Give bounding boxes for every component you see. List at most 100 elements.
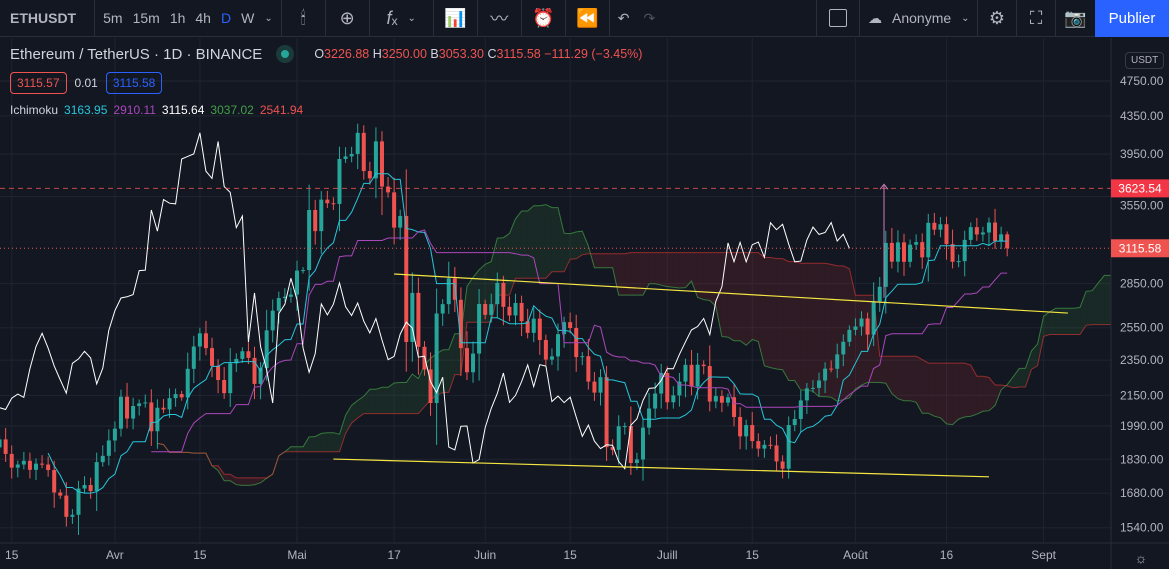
ichimoku-cloud — [910, 356, 917, 403]
candle-body — [701, 364, 706, 367]
ichimoku-cloud — [388, 383, 395, 414]
candle-body — [179, 394, 184, 398]
ichimoku-cloud — [655, 252, 662, 286]
layout-button[interactable] — [816, 0, 860, 37]
ichimoku-cloud — [357, 396, 364, 418]
price-label-bg — [1111, 179, 1169, 198]
compare-button[interactable]: 〰 — [478, 0, 522, 37]
ichimoku-cloud — [509, 218, 516, 296]
chikou-value: 3115.64 — [161, 103, 205, 117]
x-tick-label: Mai — [287, 548, 306, 562]
ichimoku-cloud — [831, 264, 838, 402]
candle-body — [398, 215, 403, 228]
ichimoku-cloud — [1037, 316, 1044, 366]
ichimoku-cloud — [309, 436, 316, 452]
sell-button[interactable]: 3115.57 — [10, 72, 67, 94]
ichimoku-cloud — [916, 356, 923, 414]
interval-5m[interactable]: 5m — [103, 10, 123, 26]
replay-button[interactable]: ⏪ — [566, 0, 610, 37]
alert-icon: ⏰ — [531, 7, 555, 28]
ichimoku-cloud — [230, 474, 237, 485]
ichimoku-cloud — [885, 356, 892, 394]
candle-body — [331, 203, 336, 205]
redo-icon[interactable]: ↷ — [643, 9, 656, 26]
interval-1h[interactable]: 1h — [169, 10, 186, 26]
ichimoku-cloud — [1055, 308, 1062, 335]
y-tick-label: 1990.00 — [1120, 419, 1164, 433]
ichimoku-cloud — [904, 356, 911, 401]
price-chart[interactable]: 5750.004750.004350.003950.003550.002850.… — [0, 38, 1169, 569]
ichimoku-cloud — [879, 356, 886, 384]
candle-body — [695, 364, 700, 387]
ichimoku-cloud — [515, 210, 522, 279]
candle-body — [999, 234, 1004, 242]
candle-body — [780, 461, 785, 469]
settings-button[interactable]: ⚙ — [978, 0, 1017, 37]
ichimoku-cloud — [624, 252, 631, 296]
indicators-button[interactable]: fₓ ⌄ — [370, 0, 434, 37]
ichimoku-cloud — [582, 231, 589, 255]
publish-button[interactable]: Publier — [1095, 0, 1169, 37]
add-button[interactable]: ⊕ — [326, 0, 370, 37]
y-tick-label: 2550.00 — [1120, 321, 1164, 335]
candles-icon: 🕯 — [300, 7, 306, 28]
ichimoku-cloud — [576, 231, 583, 259]
add-icon: ⊕ — [339, 7, 355, 28]
fullscreen-button[interactable]: ⛶ — [1017, 0, 1056, 37]
ichimoku-cloud — [600, 253, 607, 268]
ichimoku-cloud — [758, 252, 765, 366]
symbol-title: Ethereum / TetherUS · 1D · BINANCE — [10, 45, 263, 63]
ichimoku-cloud — [891, 356, 898, 399]
x-tick-label: Juill — [657, 548, 678, 562]
candle-body — [889, 242, 894, 262]
ichimoku-cloud — [1031, 344, 1038, 370]
candle-body — [21, 460, 26, 465]
sun-icon: ☼ — [1135, 550, 1148, 566]
chevron-down-icon[interactable]: ⌄ — [264, 12, 273, 24]
y-tick-label: 1680.00 — [1120, 486, 1164, 500]
ichimoku-cloud — [297, 446, 304, 452]
ichimoku-cloud — [375, 387, 382, 414]
candle-body — [628, 426, 633, 463]
candle-body — [361, 132, 366, 172]
candle-body — [173, 394, 178, 399]
candle-body — [185, 368, 190, 398]
ichimoku-cloud — [727, 252, 735, 341]
interval-15m[interactable]: 15m — [132, 10, 160, 26]
account-button[interactable]: ☁ Anonyme ⌄ — [860, 0, 978, 37]
alert-button[interactable]: ⏰ — [522, 0, 566, 37]
candle-body — [501, 282, 506, 307]
x-tick-label: Avr — [106, 548, 124, 562]
candle-body — [161, 407, 166, 410]
candle-body — [847, 329, 852, 342]
y-tick-label: 2850.00 — [1120, 277, 1164, 291]
undo-icon[interactable]: ↶ — [617, 9, 630, 26]
interval-4h[interactable]: 4h — [195, 10, 211, 26]
bar-chart-button[interactable]: 📊 — [434, 0, 478, 37]
candle-body — [112, 428, 117, 441]
buy-button[interactable]: 3115.58 — [105, 72, 163, 94]
symbol-search[interactable]: ETHUSDT — [0, 0, 96, 37]
ichimoku-cloud — [630, 252, 637, 296]
candle-body — [495, 282, 500, 305]
ichimoku-cloud — [503, 233, 510, 296]
ichimoku-cloud — [1135, 265, 1141, 324]
candle-body — [986, 222, 991, 233]
candle-body — [52, 470, 57, 493]
interval-D[interactable]: D — [220, 10, 232, 26]
ichimoku-cloud — [521, 210, 528, 279]
y-tick-label: 2150.00 — [1120, 388, 1164, 402]
candle-body — [131, 406, 136, 419]
candle-body — [27, 460, 32, 470]
candle-body — [568, 322, 573, 329]
currency-label[interactable]: USDT — [1125, 52, 1165, 69]
snapshot-button[interactable]: 📷 — [1056, 0, 1095, 37]
ichimoku-cloud — [460, 286, 467, 375]
ichimoku-legend[interactable]: Ichimoku 3163.95 2910.11 3115.64 3037.02… — [10, 103, 303, 117]
candle-body — [543, 340, 548, 360]
chart-type-button[interactable]: 🕯 — [282, 0, 326, 37]
candle-body — [100, 455, 105, 463]
interval-W[interactable]: W — [241, 10, 255, 26]
y-tick-label: 3550.00 — [1120, 198, 1164, 212]
ichimoku-cloud — [1067, 308, 1074, 335]
